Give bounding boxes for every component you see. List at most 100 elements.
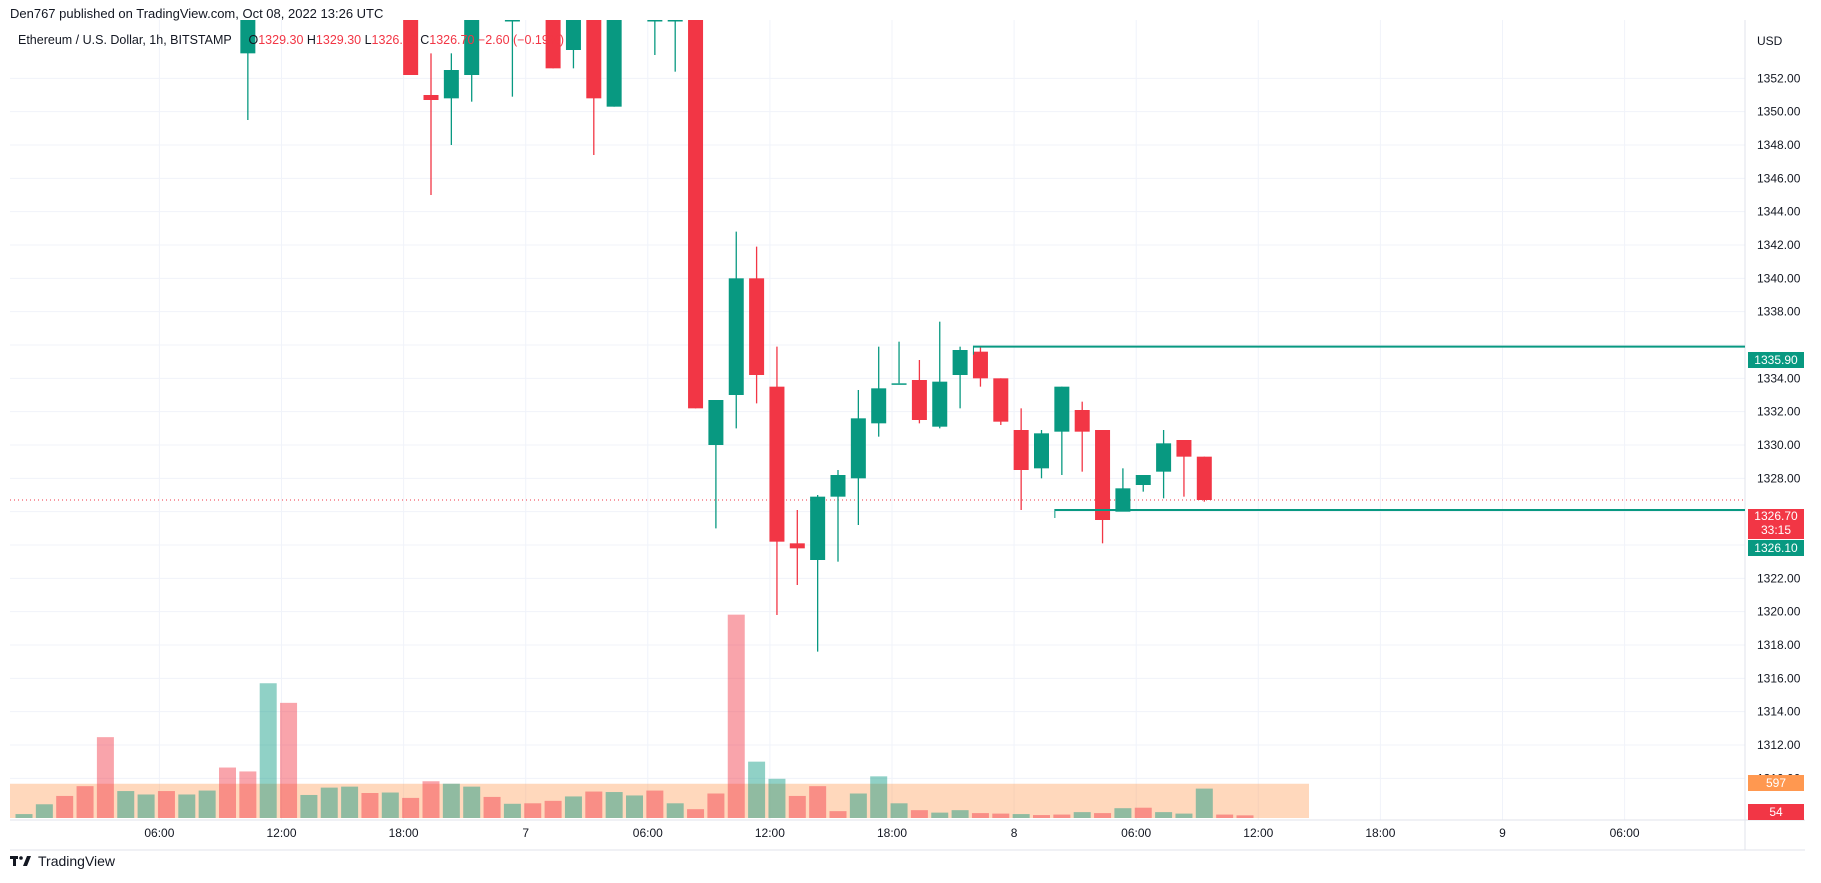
candle-body[interactable] — [464, 20, 480, 75]
volume-bar — [402, 797, 420, 818]
ohlc-close-value: 1326.70 — [429, 33, 475, 47]
volume-bar — [666, 803, 684, 818]
y-tick-label: 1328.00 — [1757, 471, 1801, 485]
volume-bar — [361, 793, 379, 818]
candle-body[interactable] — [871, 388, 887, 424]
y-tick-label: 1344.00 — [1757, 205, 1801, 219]
candle-body[interactable] — [443, 70, 459, 99]
volume-bar — [971, 813, 989, 818]
tradingview-logo-icon — [10, 856, 31, 866]
candle-body[interactable] — [504, 20, 520, 22]
y-tick-label: 1322.00 — [1757, 571, 1801, 585]
candle-body[interactable] — [810, 496, 826, 560]
volume-bar — [503, 803, 521, 818]
volume-bar — [56, 795, 74, 818]
candle-body[interactable] — [749, 278, 765, 375]
volume-bar — [1236, 815, 1254, 818]
attribution-text: Den767 published on TradingView.com, Oct… — [10, 6, 384, 21]
x-tick-label: 12:00 — [755, 826, 785, 840]
candle-body[interactable] — [545, 20, 561, 69]
volume-bar — [1155, 812, 1173, 818]
volume-bar — [1195, 788, 1213, 818]
volume-bar — [1175, 813, 1193, 818]
candle-body[interactable] — [1156, 443, 1172, 472]
volume-bar — [646, 790, 664, 818]
x-tick-label: 7 — [522, 826, 529, 840]
ohlc-open-label: O — [248, 33, 259, 47]
x-tick-label: 18:00 — [877, 826, 907, 840]
volume-ma-area — [10, 783, 1309, 818]
candle-body[interactable] — [240, 20, 256, 54]
volume-bar — [381, 792, 399, 818]
candle-body[interactable] — [830, 475, 846, 497]
x-tick-label: 06:00 — [1121, 826, 1151, 840]
volume-bar — [849, 793, 867, 818]
volume-bar — [931, 812, 949, 818]
volume-bar — [1114, 808, 1132, 818]
volume-bar — [219, 767, 236, 818]
candle-body[interactable] — [789, 543, 805, 549]
volume-bar — [727, 614, 745, 818]
y-tick-label: 1320.00 — [1757, 605, 1801, 619]
volume-bar — [157, 791, 175, 818]
candle-body[interactable] — [1034, 433, 1049, 469]
candle-body[interactable] — [1196, 456, 1212, 500]
volume-bar — [910, 810, 928, 818]
volume-bar — [198, 790, 216, 818]
volume-bar — [829, 811, 847, 818]
volume-bar — [483, 796, 501, 818]
candle-body[interactable] — [952, 350, 968, 375]
y-tick-label: 1350.00 — [1757, 105, 1801, 119]
volume-bar — [707, 793, 725, 818]
volume-bar — [870, 776, 888, 818]
candle-body[interactable] — [647, 20, 663, 22]
candle-body[interactable] — [1095, 430, 1111, 520]
candle-body[interactable] — [932, 381, 948, 427]
currency-label: USD — [1757, 34, 1783, 48]
candle-body[interactable] — [911, 380, 927, 420]
volume-bar — [280, 702, 298, 818]
candle-body[interactable] — [993, 378, 1009, 422]
candle-body[interactable] — [769, 386, 785, 542]
candle-body[interactable] — [1074, 410, 1090, 432]
x-tick-label: 8 — [1011, 826, 1018, 840]
volume-bar — [1053, 814, 1071, 818]
volume-bar — [687, 809, 705, 818]
volume-bar — [788, 795, 806, 818]
volume-bar — [748, 761, 766, 818]
candle-body[interactable] — [1115, 488, 1131, 512]
candle-body[interactable] — [667, 20, 683, 22]
ohlc-high-label: H — [306, 33, 316, 47]
candle-body[interactable] — [1054, 386, 1070, 432]
ohlc-open-value: 1329.30 — [258, 33, 304, 47]
candle-body[interactable] — [403, 20, 419, 75]
candle-body[interactable] — [1135, 475, 1151, 485]
volume-bar — [320, 787, 338, 818]
candle-body[interactable] — [606, 20, 622, 107]
candle-body[interactable] — [1176, 440, 1192, 457]
candle-body[interactable] — [708, 400, 724, 445]
tradingview-branding[interactable]: TradingView — [10, 853, 115, 869]
volume-bar — [76, 786, 94, 818]
volume-bar — [1033, 815, 1050, 818]
candle-body[interactable] — [891, 383, 907, 385]
candle-body[interactable] — [586, 20, 602, 99]
candle-body[interactable] — [972, 351, 988, 379]
y-tick-label: 1348.00 — [1757, 138, 1801, 152]
candle-body[interactable] — [688, 20, 704, 409]
ohlc-high-value: 1329.30 — [315, 33, 362, 47]
candle-body[interactable] — [728, 278, 744, 395]
candle-body[interactable] — [850, 418, 866, 479]
symbol-legend[interactable]: Ethereum / U.S. Dollar, 1h, BITSTAMP O13… — [18, 33, 564, 47]
volume-bar — [585, 791, 603, 818]
volume-bar — [890, 803, 908, 818]
candle-body[interactable] — [423, 95, 439, 100]
last-price-tag: 1326.70 33:15 — [1748, 509, 1804, 539]
volume-bar — [35, 804, 53, 818]
volume-bar — [137, 794, 155, 818]
volume-bar — [463, 786, 481, 818]
candle-body[interactable] — [1013, 430, 1029, 470]
candle-body[interactable] — [565, 20, 581, 50]
